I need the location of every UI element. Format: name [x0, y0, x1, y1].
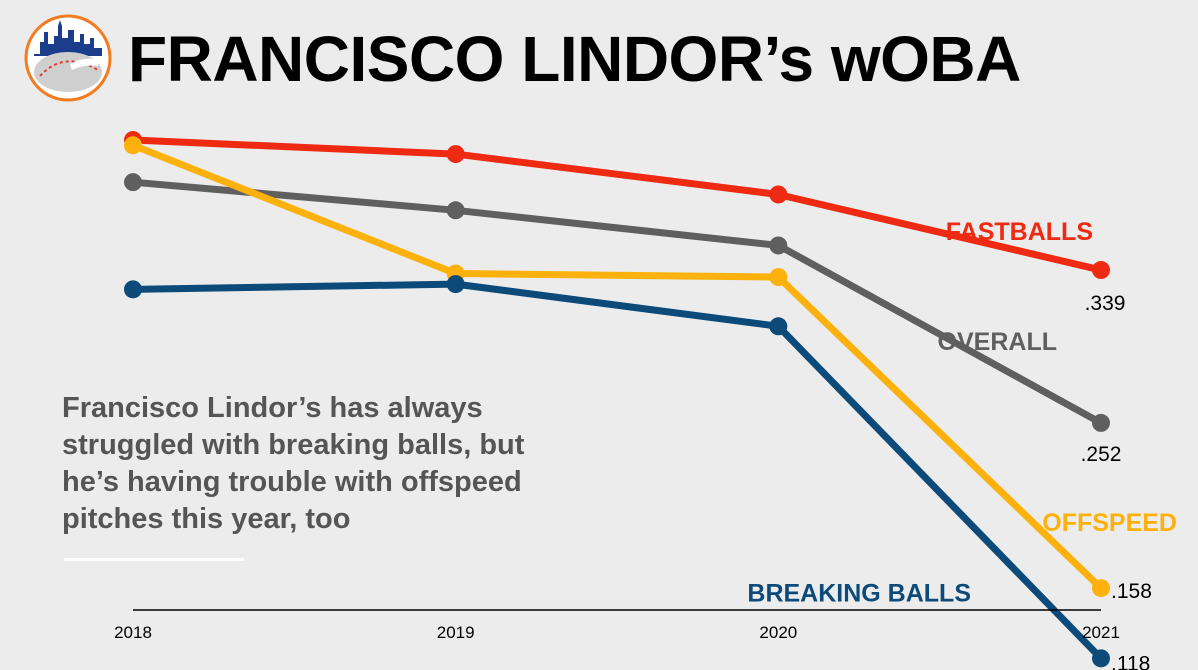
x-tick-label-2019: 2019 — [437, 623, 475, 642]
end-value-label-fastballs: .339 — [1085, 292, 1126, 315]
series-label-fastballs: FASTBALLS — [946, 218, 1093, 246]
data-point-overall-2021 — [1092, 413, 1110, 432]
data-point-offspeed-2020 — [769, 268, 788, 287]
data-point-overall-2019 — [446, 201, 465, 220]
data-point-fastballs-2019 — [446, 145, 465, 164]
series-line-offspeed — [131, 142, 1104, 591]
annotation-text: Francisco Lindor’s has always struggled … — [62, 392, 525, 535]
x-tick-label-2018: 2018 — [114, 623, 152, 642]
data-point-offspeed-2021 — [1092, 579, 1110, 598]
series-label-overall: OVERALL — [938, 328, 1057, 356]
data-point-breaking-balls-2020 — [769, 317, 788, 336]
x-tick-label-2021: 2021 — [1082, 623, 1120, 642]
series-line-fastballs — [132, 136, 1102, 274]
x-tick-label-2020: 2020 — [759, 623, 797, 642]
data-point-breaking-balls-2018 — [124, 280, 142, 299]
data-point-offspeed-2018 — [124, 136, 142, 155]
data-point-breaking-balls-2019 — [446, 275, 465, 294]
data-point-fastballs-2021 — [1092, 261, 1110, 280]
end-value-label-overall: .252 — [1081, 443, 1122, 466]
end-value-label-breaking-balls: .118 — [1111, 652, 1150, 670]
series-label-breaking-balls: BREAKING BALLS — [747, 579, 971, 607]
series-line-overall — [132, 178, 1103, 426]
data-point-overall-2018 — [124, 173, 142, 192]
end-value-label-offspeed: .158 — [1111, 580, 1152, 603]
team-logo-icon — [24, 14, 112, 102]
series-label-offspeed: OFFSPEED — [1042, 509, 1177, 537]
annotation-underline — [64, 558, 244, 561]
data-point-fastballs-2020 — [769, 185, 788, 204]
series-line-breaking-balls — [132, 280, 1104, 661]
chart-title: FRANCISCO LINDOR’s wOBA — [128, 23, 1021, 95]
data-point-breaking-balls-2021 — [1092, 649, 1110, 668]
data-point-overall-2020 — [769, 236, 788, 255]
